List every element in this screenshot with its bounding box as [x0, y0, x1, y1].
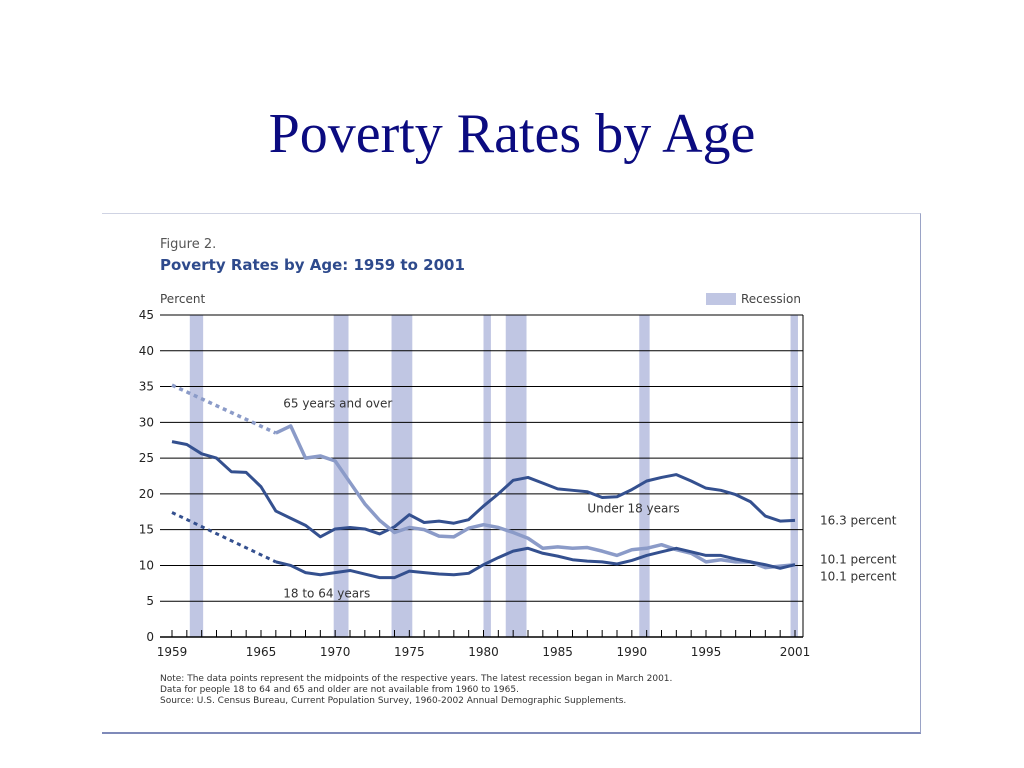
recession-band	[639, 315, 650, 637]
y-tick-label: 5	[146, 594, 154, 608]
recession-band	[391, 315, 413, 637]
recession-band	[790, 315, 798, 637]
y-tick-label: 10	[139, 558, 154, 572]
series-end-label: 10.1 percent	[820, 553, 897, 567]
recession-band	[505, 315, 527, 637]
series-end-label: 10.1 percent	[820, 570, 897, 584]
recession-band	[333, 315, 349, 637]
series-end-label: 16.3 percent	[820, 513, 897, 527]
series-dashed-segment	[171, 383, 277, 435]
x-tick-label: 1985	[542, 645, 573, 659]
recession-band	[483, 315, 491, 637]
note-line: Data for people 18 to 64 and 65 and olde…	[160, 685, 519, 695]
figure-number: Figure 2.	[160, 237, 217, 252]
y-tick-label: 45	[139, 308, 154, 322]
x-tick-label: 1959	[157, 645, 188, 659]
series-label: 65 years and over	[283, 396, 392, 410]
y-tick-label: 15	[139, 523, 154, 537]
series-line	[275, 424, 796, 570]
y-tick-label: 30	[139, 415, 154, 429]
series-line	[275, 546, 796, 580]
y-tick-label: 20	[139, 487, 154, 501]
x-tick-label: 1995	[691, 645, 722, 659]
x-tick-label: 1965	[246, 645, 277, 659]
x-tick-label: 1980	[468, 645, 499, 659]
slide-title: Poverty Rates by Age	[268, 103, 756, 165]
x-tick-label: 1975	[394, 645, 425, 659]
series-label: Under 18 years	[587, 501, 679, 515]
x-tick-label: 1970	[320, 645, 351, 659]
series-line	[171, 440, 796, 539]
figure-title: Poverty Rates by Age: 1959 to 2001	[160, 256, 465, 274]
recession-band	[189, 315, 204, 637]
x-tick-label: 1990	[617, 645, 648, 659]
series-label: 18 to 64 years	[283, 587, 370, 601]
legend: Recession	[706, 292, 801, 306]
x-tick-label: 2001	[780, 645, 811, 659]
note-line: Source: U.S. Census Bureau, Current Popu…	[160, 696, 627, 706]
recession-swatch	[706, 293, 736, 305]
y-tick-label: 40	[139, 344, 154, 358]
series-dashed-segment	[171, 511, 277, 564]
figure-notes: Note: The data points represent the midp…	[160, 674, 672, 707]
y-tick-label: 25	[139, 451, 154, 465]
y-axis-unit: Percent	[160, 292, 206, 306]
y-tick-label: 35	[139, 380, 154, 394]
y-tick-label: 0	[146, 630, 154, 644]
note-line: Note: The data points represent the midp…	[160, 674, 673, 684]
legend-label: Recession	[741, 292, 801, 306]
